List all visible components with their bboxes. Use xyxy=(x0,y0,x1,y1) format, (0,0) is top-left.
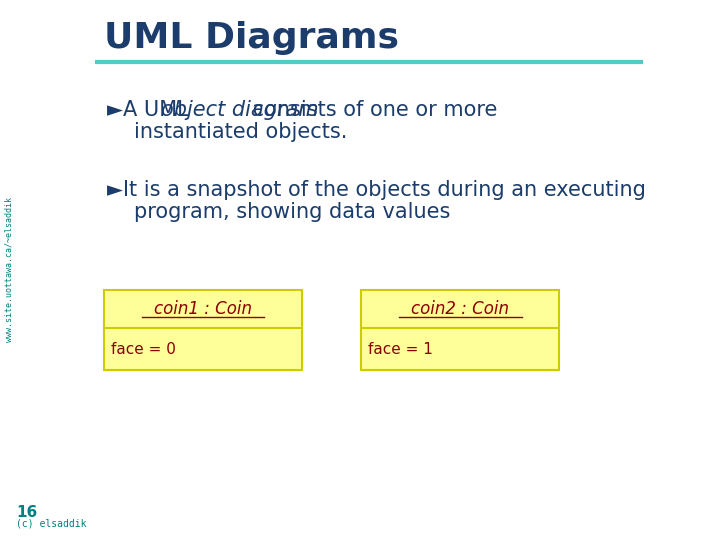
Text: (c) elsaddik: (c) elsaddik xyxy=(17,519,86,529)
Text: object diagram: object diagram xyxy=(161,100,318,120)
Text: ►: ► xyxy=(107,100,122,120)
Text: face = 1: face = 1 xyxy=(368,341,433,356)
Text: instantiated objects.: instantiated objects. xyxy=(133,122,347,142)
Text: UML Diagrams: UML Diagrams xyxy=(104,21,399,55)
FancyBboxPatch shape xyxy=(104,290,302,370)
Text: program, showing data values: program, showing data values xyxy=(133,202,450,222)
Text: www.site.uottawa.ca/~elsaddik: www.site.uottawa.ca/~elsaddik xyxy=(4,198,14,342)
Text: face = 0: face = 0 xyxy=(111,341,176,356)
Text: ►: ► xyxy=(107,180,122,200)
FancyBboxPatch shape xyxy=(361,290,559,370)
Text: consists of one or more: consists of one or more xyxy=(246,100,498,120)
Text: coin2 : Coin: coin2 : Coin xyxy=(411,300,509,318)
Text: It is a snapshot of the objects during an executing: It is a snapshot of the objects during a… xyxy=(122,180,646,200)
Text: coin1 : Coin: coin1 : Coin xyxy=(154,300,252,318)
Text: 16: 16 xyxy=(17,505,37,520)
Text: A UML: A UML xyxy=(122,100,195,120)
